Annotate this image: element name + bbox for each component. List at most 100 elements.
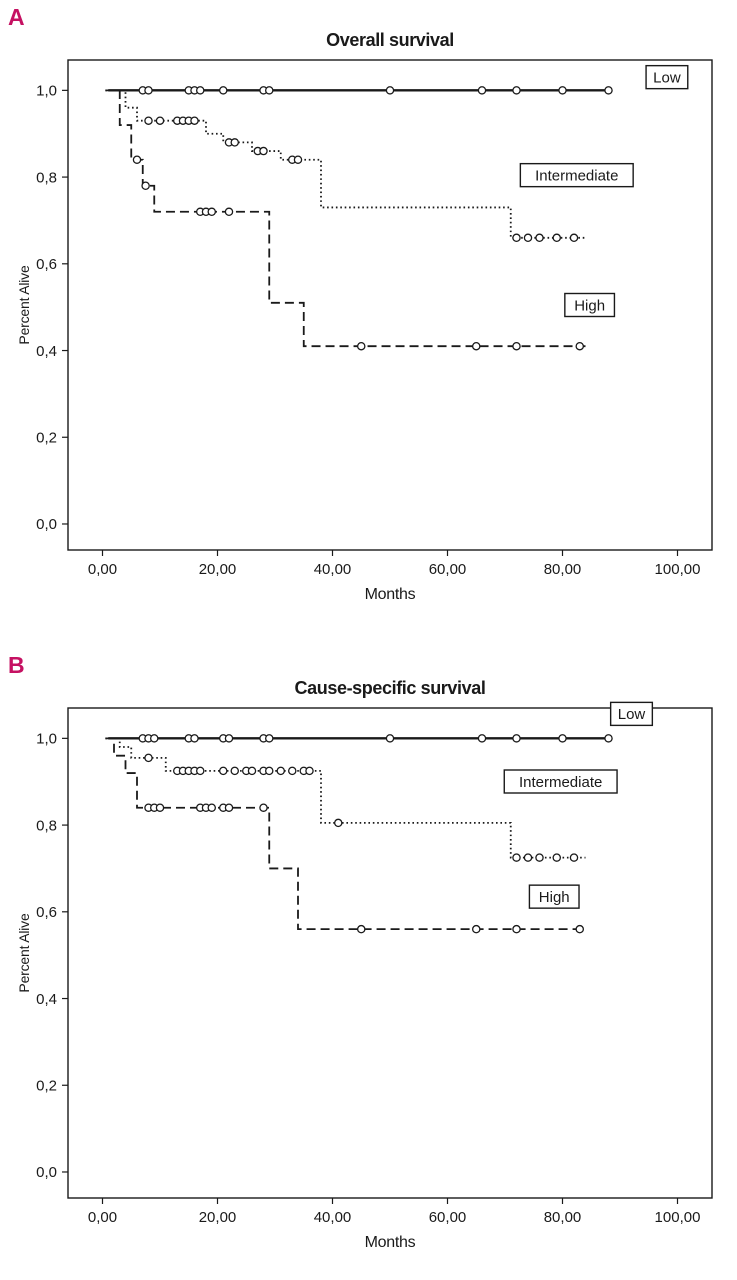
censor-mark-intermediate [287, 766, 297, 776]
legend-label-intermediate: Intermediate [535, 167, 618, 184]
panel-overall-survival: A Overall survival Percent Alive 0,00 20,… [0, 0, 737, 622]
legend-label-intermediate: Intermediate [519, 774, 602, 791]
censor-mark-low [477, 86, 487, 95]
censor-mark-intermediate [144, 116, 153, 125]
censor-mark-low [604, 734, 613, 743]
y-tick-label: 1,0 [36, 83, 57, 100]
censor-mark-high [259, 803, 268, 812]
censor-mark-intermediate [264, 766, 274, 776]
legend-label-high: High [539, 889, 570, 906]
y-tick-label: 0,4 [36, 991, 57, 1008]
censor-mark-intermediate [259, 146, 268, 156]
chart-title-cause-specific-survival: Cause-specific survival [294, 678, 486, 698]
y-tick-label: 0,6 [36, 904, 57, 921]
legend-box-high [564, 292, 616, 318]
censor-mark-low [149, 734, 159, 743]
legend-label-low: Low [653, 69, 681, 86]
censor-mark-intermediate [523, 853, 533, 862]
censor-mark-intermediate [569, 233, 579, 243]
censor-mark-high [132, 155, 142, 164]
censor-mark-high [512, 924, 521, 934]
panel-letter-a: A [8, 4, 25, 30]
legend-label-low: Low [618, 706, 646, 723]
y-tick-label: 0,0 [36, 1164, 57, 1181]
x-axis-label: Months [364, 1234, 416, 1251]
censor-mark-low [512, 86, 521, 95]
legend-box-intermediate [503, 769, 618, 794]
cause-specific-survival-chart: 0,00 20,00 40,00 60,00 80,00 100,00 0,0 0,2 0,4 0… [36, 701, 713, 1226]
x-tick-label: 100,00 [655, 561, 701, 578]
x-tick-label: 20,00 [199, 561, 237, 578]
censor-mark-low [190, 734, 199, 743]
censor-mark-intermediate [535, 853, 544, 862]
censor-mark-low [264, 734, 274, 743]
censor-mark-low [385, 734, 395, 743]
censor-mark-low [224, 734, 234, 743]
censor-mark-intermediate [512, 853, 521, 862]
y-tick-label: 0,2 [36, 1078, 57, 1095]
censor-mark-high [356, 341, 366, 351]
censor-mark-high [575, 341, 585, 351]
x-tick-label: 40,00 [314, 1209, 352, 1226]
censor-mark-high [512, 341, 521, 351]
legend-label-high: High [574, 297, 605, 314]
chart-title-overall-survival: Overall survival [326, 30, 454, 50]
censor-mark-low [195, 86, 205, 95]
censor-mark-high [207, 207, 216, 217]
panel-cause-specific-survival: B Cause-specific survival Percent Alive … [0, 648, 737, 1270]
x-tick-label: 20,00 [199, 1209, 237, 1226]
censor-mark-high [155, 803, 165, 812]
legend-box-low [645, 64, 689, 90]
censor-mark-high [207, 803, 216, 812]
censor-mark-intermediate [155, 116, 165, 125]
overall-survival-chart: 0,00 20,00 40,00 60,00 80,00 100,00 0,0 0,2 0,4 0… [36, 59, 713, 578]
y-tick-label: 0,2 [36, 430, 57, 447]
censor-mark-intermediate [523, 233, 533, 243]
x-tick-label: 40,00 [314, 561, 352, 578]
y-tick-label: 0,8 [36, 169, 57, 186]
censor-mark-intermediate [569, 853, 579, 862]
censor-mark-low [558, 734, 567, 743]
censor-mark-low [558, 86, 567, 95]
censor-mark-intermediate [230, 766, 239, 776]
censor-mark-high [471, 341, 481, 351]
censor-mark-intermediate [535, 233, 544, 243]
legend-box-high [528, 884, 580, 909]
x-tick-label: 0,00 [88, 1209, 117, 1226]
censor-mark-intermediate [512, 233, 521, 243]
legend-box-low [609, 701, 654, 727]
panel-letter-b: B [8, 652, 25, 678]
y-tick-label: 0,0 [36, 516, 57, 533]
censor-mark-intermediate [293, 155, 303, 164]
x-tick-label: 0,00 [88, 561, 117, 578]
x-tick-label: 80,00 [544, 561, 582, 578]
censor-mark-intermediate [552, 853, 562, 862]
censor-mark-intermediate [144, 753, 153, 763]
x-axis-label: Months [364, 586, 416, 603]
y-tick-label: 0,4 [36, 343, 57, 360]
censor-mark-high [224, 803, 234, 812]
censor-mark-intermediate [305, 766, 314, 776]
x-tick-label: 60,00 [429, 561, 467, 578]
censor-mark-low [477, 734, 487, 743]
x-tick-label: 60,00 [429, 1209, 467, 1226]
y-tick-label: 0,8 [36, 817, 57, 834]
censor-mark-low [604, 86, 613, 95]
censor-mark-intermediate [190, 116, 199, 125]
x-tick-label: 80,00 [544, 1209, 582, 1226]
censor-mark-intermediate [195, 766, 205, 776]
censor-mark-high [141, 181, 150, 191]
censor-mark-high [356, 924, 366, 934]
y-tick-label: 1,0 [36, 731, 57, 748]
legend-box-intermediate [519, 162, 634, 188]
censor-mark-low [218, 86, 228, 95]
plot-frame [67, 59, 713, 551]
censor-mark-intermediate [552, 233, 562, 243]
censor-mark-intermediate [230, 138, 239, 147]
x-tick-label: 100,00 [655, 1209, 701, 1226]
y-tick-label: 0,6 [36, 256, 57, 273]
censor-mark-intermediate [333, 818, 343, 828]
censor-mark-low [144, 86, 153, 95]
censor-mark-intermediate [276, 766, 285, 776]
censor-mark-high [471, 924, 481, 934]
